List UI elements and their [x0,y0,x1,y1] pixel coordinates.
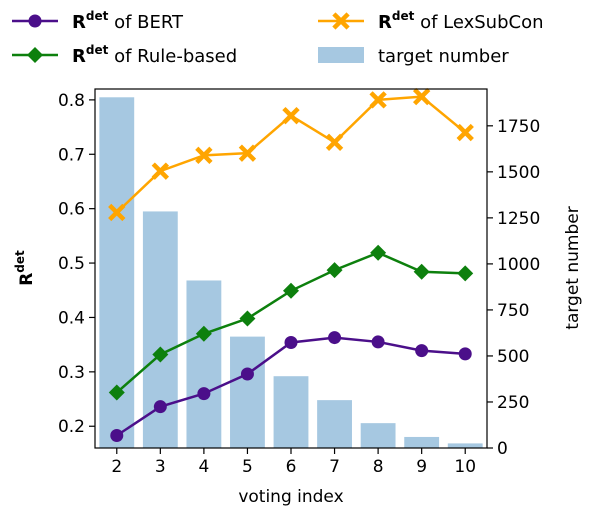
legend-label-rest: of LexSubCon [414,12,543,33]
series-point-2 [195,146,213,165]
y-left-tick-label: 0.4 [58,308,85,328]
legend-label-main: R [72,46,86,67]
y-left-tick-label: 0.6 [58,200,85,220]
bars-layer [99,97,483,449]
legend-entry: Rdet of LexSubCon [318,9,544,33]
legend-marker [28,14,42,28]
y-right-tick-label: 500 [497,347,529,367]
y-right-tick-label: 250 [497,393,529,413]
series-point-2 [325,133,344,151]
series-point-0 [197,387,211,401]
bar-target-number [447,443,483,448]
legend-entry: Rdet of BERT [12,9,184,33]
lines-layer [108,87,474,442]
legend-entry: target number [318,46,509,67]
series-point-0 [153,400,167,414]
bar-target-number [273,376,309,448]
legend-label: Rdet of BERT [72,9,184,33]
series-point-0 [110,428,124,442]
legend-label-sup: det [86,9,109,23]
x-tick-label: 9 [416,457,427,477]
legend-entry: Rdet of Rule-based [12,43,237,67]
y-right-tick-label: 750 [497,301,529,321]
ticks-layer: 2 3 4 5 6 7 8 9 10 0.2 0.3 0.4 0.5 0.6 0.7 0.8 0 250 500 75… [58,91,540,477]
x-tick-label: 5 [242,457,253,477]
y-axis-right-label: target number [563,206,583,329]
bar-target-number [230,336,265,448]
y-right-tick-label: 1500 [497,163,540,183]
series-point-0 [284,335,298,349]
legend-label-sup: det [86,43,109,57]
bar-target-number [360,423,396,448]
series-point-0 [240,367,254,381]
series-point-2 [108,203,126,222]
y-right-tick-label: 0 [497,439,508,459]
legend-label-main: R [72,12,86,33]
y-axis-left-label-sup: det [13,250,27,273]
series-point-2 [456,123,474,142]
x-tick-label: 7 [329,457,340,477]
series-point-1 [413,263,430,280]
legend-label-sup: det [392,9,415,23]
y-left-tick-label: 0.8 [58,91,85,111]
legend-marker [27,47,43,63]
y-right-tick-label: 1250 [497,209,540,229]
series-point-2 [412,87,431,106]
series-point-1 [283,282,299,299]
bar-target-number [404,436,440,448]
series-point-2 [282,106,300,125]
legend-bar-swatch [318,47,364,63]
series-point-0 [415,344,429,358]
series-point-1 [108,384,125,401]
y-axis-left-label-main: R [17,273,37,286]
series-point-2 [369,91,387,109]
y-left-tick-label: 0.3 [58,363,85,383]
legend-label-main: R [378,12,392,33]
series-point-1 [195,325,212,342]
y-right-tick-label: 1750 [497,117,540,137]
x-tick-label: 2 [111,457,122,477]
y-left-tick-label: 0.7 [58,145,85,165]
y-left-tick-label: 0.2 [58,417,85,437]
x-tick-label: 3 [155,457,166,477]
x-tick-label: 6 [286,457,297,477]
series-point-1 [457,265,474,282]
series-point-1 [370,244,387,261]
x-tick-label: 8 [373,457,384,477]
legend-label: Rdet of Rule-based [72,43,237,67]
series-point-2 [151,162,170,180]
series-point-1 [152,346,169,363]
y-left-tick-label: 0.5 [58,254,85,274]
x-tick-label: 4 [198,457,209,477]
legend-label: Rdet of LexSubCon [378,9,544,33]
legend-label-rest: of Rule-based [108,46,237,67]
series-point-0 [458,347,472,361]
bar-target-number [317,400,352,448]
y-axis-left-label: Rdet [13,250,37,286]
x-tick-label: 10 [454,457,476,477]
legend-marker [332,12,350,30]
bar-target-number [186,280,222,448]
legend-label: target number [378,46,509,67]
series-point-0 [328,331,342,345]
legend-label-rest: of BERT [108,12,184,33]
series-point-1 [326,262,343,279]
x-axis-label: voting index [238,487,343,507]
series-point-1 [239,310,256,327]
series-point-0 [371,335,385,349]
series-point-2 [238,144,257,162]
y-right-tick-label: 1000 [497,255,540,275]
